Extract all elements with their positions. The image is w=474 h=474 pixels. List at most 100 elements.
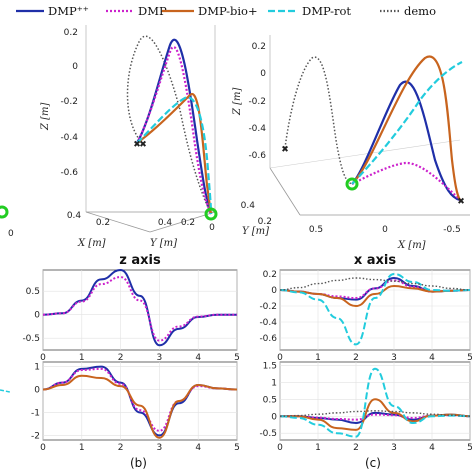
legend-label: demo (404, 4, 436, 18)
cropped-left-plots: 0 (0, 205, 14, 393)
trajectory-line (351, 61, 463, 185)
series-line (42, 276, 237, 342)
cropped-tick: 0 (8, 229, 14, 239)
panel-label-b: (b) (130, 456, 147, 470)
x-axis-label: X [m] (397, 240, 426, 251)
trajectory-line (351, 80, 461, 202)
series-line (42, 268, 237, 347)
series-line (279, 367, 471, 438)
series-line (280, 413, 471, 421)
y-tick-label: 0 (34, 386, 40, 396)
y-tick-label: -0.2 (259, 302, 277, 312)
y-tick-label: 0.2 (258, 217, 272, 227)
legend-item: DMP-bio+ (162, 4, 258, 18)
x-tick-label: 2 (118, 353, 124, 363)
y-tick-label: 0.5 (26, 287, 40, 297)
x-tick-label: 0 (382, 225, 388, 235)
x-tick-label: 0.5 (309, 225, 323, 235)
y-axis-label: Y [m] (150, 238, 177, 249)
z-tick-label: -0.4 (60, 133, 78, 143)
z-tick-label: 0.2 (64, 28, 78, 38)
z-tick-label: -0.6 (60, 168, 78, 178)
z-tick-label: 0.2 (252, 42, 266, 52)
series-line (279, 410, 471, 417)
y-tick-label: 0 (271, 286, 277, 296)
demo-goal-marker: ✖ (281, 145, 289, 155)
x-tick-label: 5 (467, 443, 473, 453)
3d-trajectories: ✖✖✖ ✖ (126, 35, 465, 221)
series-line (279, 284, 471, 308)
legend-item: DMP (106, 4, 167, 18)
x-tick-label: 4 (429, 443, 435, 453)
x-tick-label: 3 (157, 443, 163, 453)
x-tick-label: 4 (195, 443, 201, 453)
series-line (279, 277, 471, 291)
plot-3d-left: 0.2 0 -0.2 -0.4 -0.6 Z [m] 0.4 0.2 0.4 0.2 0 X [m] Y… (40, 25, 216, 249)
x-tick-label: 3 (157, 353, 163, 363)
legend-item: DMP-rot (268, 4, 351, 18)
y-tick-label: -0.4 (259, 318, 277, 328)
trajectory-line (351, 55, 461, 201)
x-tick-label: 3 (391, 443, 397, 453)
y-tick-label: 0 (271, 412, 277, 422)
z-tick-label: -0.6 (248, 151, 266, 161)
series-line (42, 367, 238, 432)
panel-label-c: (c) (365, 456, 381, 470)
plot-frame (279, 361, 471, 441)
x-tick-label: 0.2 (96, 218, 110, 228)
y-tick-label: 0 (34, 311, 40, 321)
z-tick-label: -0.2 (60, 97, 78, 107)
legend-label: DMP (138, 4, 167, 18)
z-axis-label: Z [m] (232, 87, 243, 116)
series-line (279, 272, 471, 346)
y-tick-label: 0 (209, 223, 215, 233)
start-marker (345, 177, 359, 191)
trajectory-line (136, 38, 213, 215)
y-tick-label: -2 (31, 431, 40, 441)
z-tick-label: 0 (260, 69, 266, 79)
z-tick-label: -0.2 (248, 97, 266, 107)
series-line (42, 374, 238, 439)
cropped-start-marker (0, 205, 9, 219)
x-tick-label: 0 (277, 443, 283, 453)
x-tick-label: 0 (40, 443, 46, 453)
trajectory-line (351, 161, 461, 201)
x-tick-label: 1 (79, 353, 85, 363)
x-tick-label: 3 (391, 353, 397, 363)
legend: DMP⁺⁺ DMP DMP-bio+ DMP-rot demo (16, 4, 436, 18)
x-tick-label: 4 (429, 353, 435, 363)
x-axis-bottom-plot: 1.510.50-0.50 1 2 3 4 5 (259, 361, 472, 453)
x-axis-label: X [m] (77, 238, 106, 249)
series-line (280, 398, 471, 431)
x-tick-label: 4 (195, 353, 201, 363)
y-tick-label: 0.5 (263, 395, 277, 405)
trajectory-line (126, 35, 211, 213)
series-line (279, 276, 471, 301)
x-tick-label: 5 (467, 353, 473, 363)
x-tick-label: 1 (79, 443, 85, 453)
start-marker (204, 207, 218, 221)
goal-marker: ✖ (457, 197, 465, 207)
trajectory-line (284, 56, 353, 185)
cropped-series (0, 389, 11, 393)
trajectory-line (136, 96, 213, 215)
x-tick-label: -0.5 (443, 225, 461, 235)
x-tick-label: 5 (234, 443, 240, 453)
plot-frame (42, 361, 238, 441)
demo-goal-marker: ✖ (139, 140, 147, 150)
x-tick-label: 1 (315, 353, 321, 363)
plot-title: x axis (354, 253, 397, 268)
legend-label: DMP-bio+ (198, 4, 258, 18)
y-tick-label: 1 (34, 363, 40, 373)
y-tick-label: 0.2 (263, 270, 277, 280)
y-tick-label: 1.5 (263, 361, 277, 371)
z-axis-label: Z [m] (40, 102, 51, 131)
x-tick-label: 2 (353, 353, 359, 363)
y-tick-label: 0.4 (241, 201, 256, 211)
z-tick-label: -0.4 (248, 124, 266, 134)
y-tick-label: -0.6 (259, 334, 277, 344)
x-axis-top-plot: 0.20-0.2-0.4-0.60 1 2 3 4 5x axis (259, 253, 472, 363)
x-tick-label: 2 (118, 443, 124, 453)
legend-item: DMP⁺⁺ (16, 4, 89, 18)
